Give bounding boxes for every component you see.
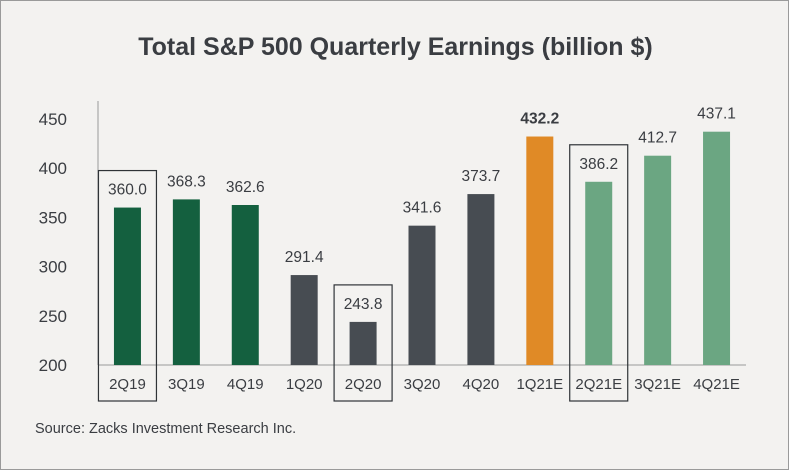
data-label: 437.1	[697, 106, 736, 123]
data-label: 291.4	[285, 249, 324, 266]
data-label: 373.7	[462, 168, 501, 185]
y-tick-label: 200	[39, 356, 67, 375]
x-tick-label: 2Q21E	[575, 376, 622, 393]
y-tick-label: 400	[39, 159, 67, 178]
x-tick-label: 2Q20	[345, 376, 382, 393]
data-label: 432.2	[520, 111, 559, 128]
x-tick-label: 4Q21E	[693, 376, 740, 393]
bar	[408, 225, 436, 365]
bar	[585, 181, 613, 365]
data-label: 362.6	[226, 179, 265, 196]
bar	[467, 194, 495, 365]
bar	[644, 155, 672, 365]
bar	[231, 205, 259, 365]
data-label: 368.3	[167, 173, 206, 190]
data-label: 386.2	[579, 156, 618, 173]
y-tick-label: 350	[39, 208, 67, 227]
bar	[526, 136, 554, 365]
data-label: 360.0	[108, 182, 147, 199]
y-tick-label: 300	[39, 258, 67, 277]
x-tick-label: 3Q21E	[634, 376, 681, 393]
x-tick-label: 4Q20	[463, 376, 500, 393]
x-tick-label: 2Q19	[109, 376, 146, 393]
bar	[113, 207, 141, 365]
highlight-box	[569, 144, 629, 402]
y-tick-label: 450	[39, 110, 67, 129]
data-label: 412.7	[638, 130, 677, 147]
bar	[349, 321, 377, 365]
x-tick-label: 3Q20	[404, 376, 441, 393]
x-tick-label: 4Q19	[227, 376, 264, 393]
x-tick-label: 1Q20	[286, 376, 323, 393]
x-tick-label: 1Q21E	[516, 376, 563, 393]
bar	[703, 131, 731, 365]
bar	[172, 199, 200, 365]
bar	[290, 275, 318, 365]
y-tick-label: 250	[39, 307, 67, 326]
highlight-box	[333, 284, 393, 402]
chart-title: Total S&P 500 Quarterly Earnings (billio…	[138, 33, 653, 61]
x-tick-label: 3Q19	[168, 376, 205, 393]
highlight-box	[97, 169, 158, 402]
data-label: 341.6	[403, 200, 442, 217]
source-note: Source: Zacks Investment Research Inc.	[35, 421, 297, 437]
data-label: 243.8	[344, 296, 383, 313]
